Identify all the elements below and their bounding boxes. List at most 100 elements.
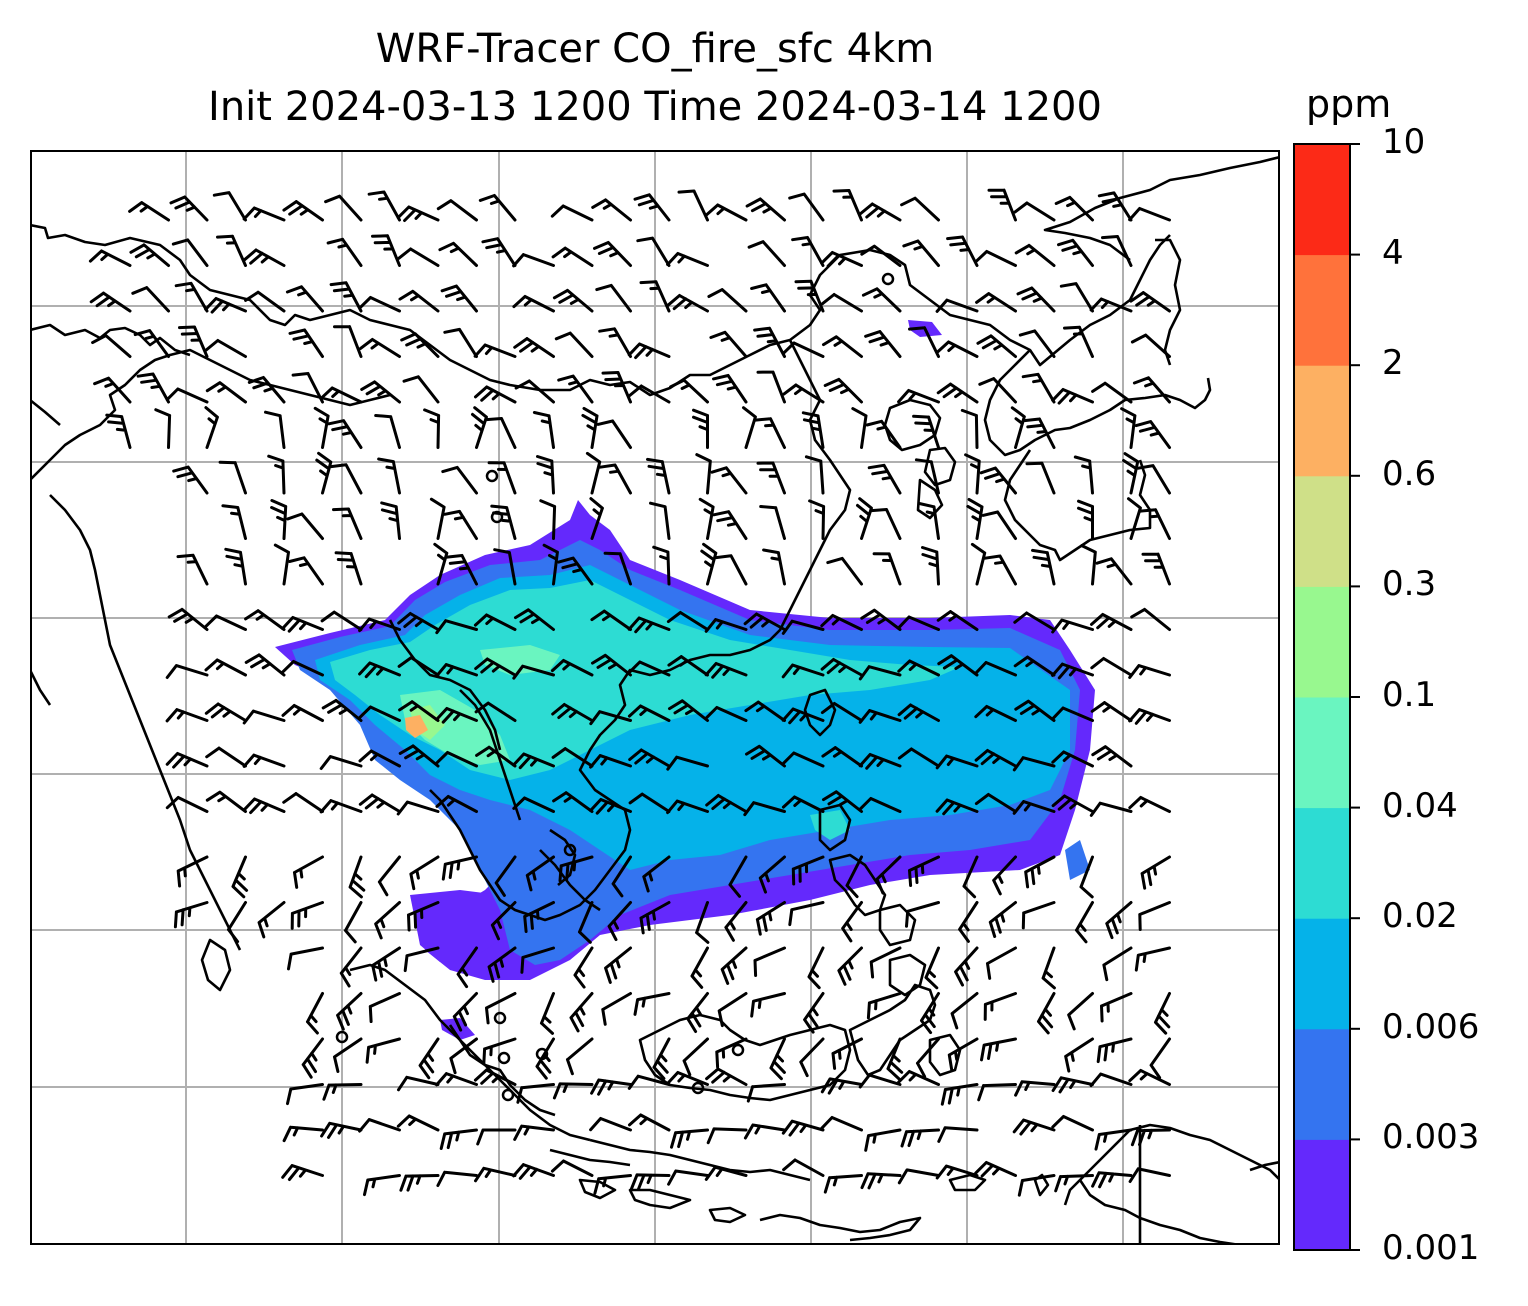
wind-barb [173, 901, 209, 929]
wind-barb [902, 239, 940, 267]
wind-barb [1091, 1171, 1133, 1189]
wind-barb [329, 463, 363, 495]
wind-barb [627, 616, 671, 634]
wind-barb [247, 376, 286, 404]
colorbar-tick-label: 2 [1382, 343, 1404, 384]
wind-barb [859, 202, 902, 222]
wind-barb [439, 1128, 478, 1150]
wind-barb [485, 992, 517, 1025]
colorbar-segment [1294, 254, 1350, 366]
wind-barb [1051, 1115, 1094, 1132]
coastline [429, 339, 852, 922]
wind-barb [714, 554, 748, 586]
wind-barb [438, 241, 478, 267]
wind-barb [536, 455, 555, 495]
wind-barb [920, 992, 940, 1035]
wind-barb [1021, 901, 1056, 930]
calm-wind-marker [691, 1081, 705, 1095]
wind-barb [105, 413, 132, 449]
wind-barb [695, 901, 710, 944]
wind-barb [745, 197, 786, 222]
wind-barb [360, 380, 401, 404]
wind-barb [550, 204, 594, 222]
wind-barb [856, 497, 873, 540]
wind-barb [937, 1126, 979, 1143]
wind-barb [487, 946, 517, 983]
map-frame [30, 150, 1280, 1245]
wind-barb [322, 1083, 363, 1101]
coastline [49, 494, 242, 951]
wind-barb [649, 501, 671, 540]
wind-barb [870, 508, 902, 540]
wind-barb [875, 855, 902, 895]
wind-barb [129, 243, 170, 267]
wind-barb [832, 189, 863, 222]
wind-barb [712, 374, 748, 404]
wind-barb [154, 408, 172, 449]
wind-barb [628, 748, 671, 768]
colorbar-segment [1294, 807, 1350, 919]
wind-barb [629, 1173, 671, 1191]
wind-barb [917, 502, 940, 540]
wind-barb [978, 377, 1017, 404]
coastline [589, 1138, 811, 1182]
wind-barb [717, 992, 748, 1028]
wind-barb [165, 387, 209, 404]
wind-barb [756, 461, 786, 495]
wind-barb [1130, 1128, 1171, 1147]
wind-barb [872, 552, 902, 586]
wind-barb [1067, 992, 1094, 1031]
wind-barb [301, 1037, 324, 1079]
wind-barb [205, 790, 247, 813]
wind-barb [566, 1037, 594, 1076]
wind-barb [712, 510, 748, 540]
wind-barb [1013, 611, 1056, 631]
coastline [1249, 1160, 1280, 1172]
wind-barb [1128, 1069, 1171, 1086]
wind-barb [1090, 701, 1133, 722]
wind-barb [374, 901, 401, 940]
wind-barb [682, 1037, 709, 1077]
wind-barb [1128, 796, 1171, 813]
wind-barb [781, 795, 825, 813]
wind-barb [598, 327, 632, 358]
wind-barb [743, 801, 786, 817]
wind-barb [974, 661, 1017, 677]
wind-barb [333, 1037, 363, 1073]
wind-barb [435, 707, 478, 724]
wind-barb [589, 497, 604, 540]
wind-barb [581, 406, 599, 449]
wind-barb [936, 610, 979, 631]
wind-barb [1128, 664, 1171, 679]
wind-barb [589, 754, 632, 769]
coastline [30, 398, 61, 426]
wind-barb [705, 1067, 748, 1086]
wind-barb [666, 799, 709, 815]
wind-barb [409, 855, 440, 891]
wind-barb [512, 752, 555, 770]
wind-barb [585, 451, 602, 495]
wind-barb [744, 700, 786, 722]
wind-barb [935, 340, 979, 358]
wind-barb [668, 699, 709, 722]
wind-barb [601, 371, 632, 404]
wind-barb [365, 1037, 401, 1064]
wind-barb [781, 1119, 825, 1137]
coastline [878, 903, 917, 947]
wind-barb [1057, 238, 1094, 267]
wind-barb [512, 253, 555, 268]
wind-barb [490, 901, 517, 941]
wind-barb [642, 855, 671, 893]
colorbar-tick-label: 0.003 [1382, 1117, 1480, 1158]
wind-barb [858, 797, 902, 813]
wind-barb [578, 901, 594, 944]
wind-barb [598, 463, 632, 495]
wind-barb [743, 1123, 786, 1140]
wind-barb [593, 1174, 632, 1195]
wind-barb [523, 901, 555, 933]
wind-barb [803, 992, 825, 1034]
wind-barb [1097, 191, 1133, 222]
colorbar-segment [1294, 1028, 1350, 1140]
wind-barb [474, 701, 517, 722]
wind-barb [596, 419, 632, 449]
